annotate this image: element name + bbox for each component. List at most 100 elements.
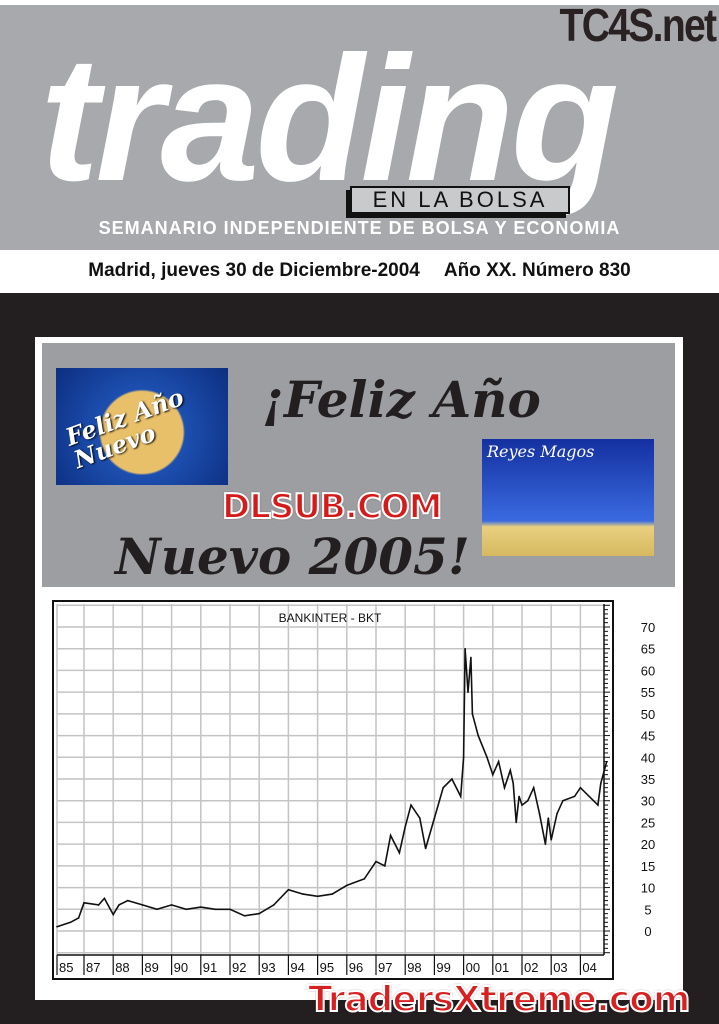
data-point <box>550 839 552 841</box>
x-tick-label: 92 <box>232 960 246 975</box>
data-point <box>273 904 275 906</box>
chart-title: BANKINTER - BKT <box>279 611 382 625</box>
issue-number: Año XX. Número 830 <box>443 260 631 281</box>
y-tick-label: 5 <box>644 902 651 917</box>
data-point <box>512 782 515 785</box>
x-tick-label: 94 <box>290 960 304 975</box>
y-tick-label: 65 <box>641 642 655 657</box>
data-point <box>477 734 480 737</box>
data-point <box>97 904 100 906</box>
data-point <box>389 834 392 837</box>
data-point <box>214 908 217 911</box>
data-point <box>170 904 173 906</box>
price-line <box>56 648 608 928</box>
y-tick-label: 35 <box>641 772 655 787</box>
data-point <box>503 786 506 789</box>
dateline: Madrid, jueves 30 de Diciembre-2004 Año X… <box>0 260 719 282</box>
data-point <box>547 817 550 819</box>
data-point <box>464 647 466 650</box>
data-point <box>470 656 472 659</box>
data-point <box>258 912 261 915</box>
image-caption: Reyes Magos <box>487 442 595 461</box>
tagline-box: EN LA BOLSA <box>350 186 570 214</box>
data-point <box>419 817 421 819</box>
data-point <box>600 782 602 785</box>
y-tick-label: 45 <box>641 729 655 744</box>
data-point <box>383 865 386 867</box>
y-tick-label: 10 <box>641 881 655 896</box>
date: Madrid, jueves 30 de Diciembre-2004 <box>88 260 420 281</box>
data-point <box>141 904 144 906</box>
data-point <box>538 812 541 815</box>
data-point <box>509 769 512 772</box>
data-point <box>486 756 488 759</box>
x-tick-label: 95 <box>320 960 334 975</box>
data-point <box>597 804 599 806</box>
data-point <box>467 691 469 693</box>
x-tick-label: 98 <box>407 960 421 975</box>
x-tick-label: 93 <box>261 960 275 975</box>
data-point <box>103 897 106 900</box>
x-tick-label: 97 <box>378 960 392 975</box>
y-tick-label: 15 <box>641 859 655 874</box>
y-tick-label: 25 <box>641 815 655 830</box>
x-tick-label: 04 <box>582 960 596 975</box>
subtitle: SEMANARIO INDEPENDIENTE DE BOLSA Y ECONO… <box>98 218 621 238</box>
data-point <box>521 804 523 806</box>
x-tick-label: 88 <box>115 960 129 975</box>
data-point <box>518 795 520 798</box>
data-point <box>112 913 114 916</box>
y-tick-label: 30 <box>641 794 655 809</box>
data-point <box>515 821 517 824</box>
data-point <box>316 895 319 898</box>
tradersxtreme-watermark: TradersXtreme.com <box>307 979 691 1020</box>
x-tick-label: 03 <box>553 960 567 975</box>
x-tick-label: 85 <box>59 960 73 975</box>
data-point <box>527 799 529 802</box>
data-point <box>433 817 436 819</box>
data-point <box>471 713 474 715</box>
data-point <box>185 908 187 911</box>
x-tick-label: 02 <box>524 960 538 975</box>
y-tick-label: 55 <box>641 685 655 700</box>
data-point <box>398 852 401 854</box>
data-point <box>588 795 590 798</box>
reyes-magos-image: Reyes Magos <box>482 439 654 556</box>
data-point <box>200 906 202 908</box>
data-point <box>424 847 427 850</box>
x-tick-label: 99 <box>436 960 450 975</box>
y-tick-label: 40 <box>641 750 655 765</box>
y-tick-label: 20 <box>641 837 655 852</box>
data-point <box>462 756 465 759</box>
x-tick-label: 00 <box>466 960 480 975</box>
x-tick-label: 90 <box>174 960 188 975</box>
y-tick-label: 70 <box>641 620 655 635</box>
data-point <box>459 795 462 798</box>
data-point <box>451 778 453 780</box>
data-point <box>375 860 377 863</box>
data-point <box>346 884 348 887</box>
data-point <box>229 908 231 911</box>
x-tick-label: 91 <box>203 960 217 975</box>
x-tick-label: 87 <box>86 960 100 975</box>
greeting-line-1: ¡Feliz Año <box>262 370 541 429</box>
x-tick-label: 89 <box>144 960 158 975</box>
chart-frame <box>52 600 614 980</box>
dlsub-watermark: DLSUB.COM <box>221 487 444 527</box>
y-tick-label: 60 <box>641 663 655 678</box>
greeting-line-2: Nuevo 2005! <box>115 527 470 586</box>
data-point <box>156 908 158 911</box>
data-point <box>302 893 304 895</box>
data-point <box>556 812 558 815</box>
data-point <box>410 804 412 806</box>
site-watermark: TC4S.net <box>559 0 717 51</box>
x-tick-label: 01 <box>495 960 509 975</box>
data-point <box>69 921 72 924</box>
data-point <box>243 915 246 917</box>
data-point <box>497 760 500 763</box>
data-point <box>579 786 582 789</box>
data-point <box>77 917 80 919</box>
data-point <box>492 773 494 776</box>
data-point <box>544 843 547 845</box>
